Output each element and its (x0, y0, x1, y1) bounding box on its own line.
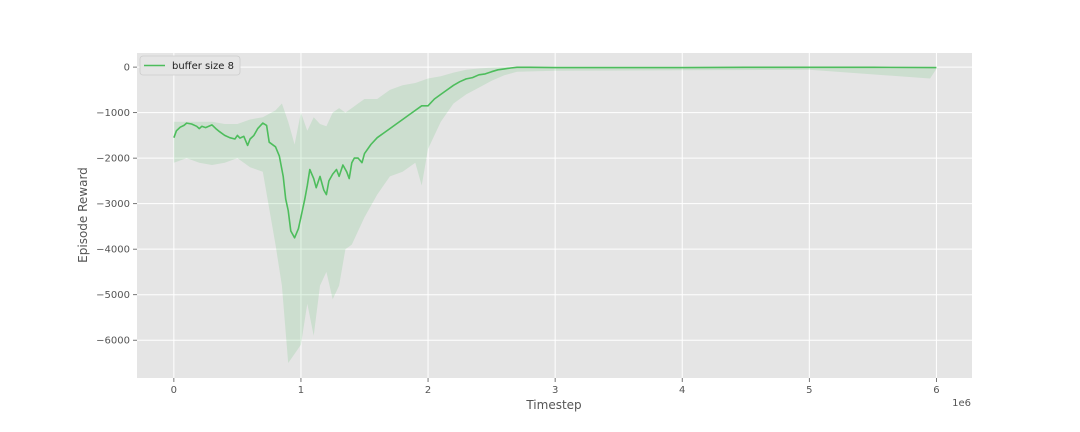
x-axis-offset-label: 1e6 (952, 398, 971, 409)
plot-area (137, 53, 972, 378)
y-tick-label: 0 (124, 63, 130, 74)
grid-lines (137, 53, 972, 378)
y-tick-label: −2000 (96, 154, 130, 165)
x-axis-ticks: 0 1 2 3 4 5 6 (171, 378, 940, 396)
y-tick-label: −6000 (96, 336, 130, 347)
x-tick-label: 0 (171, 385, 177, 396)
x-axis-label: Timestep (525, 398, 581, 412)
legend-label: buffer size 8 (172, 61, 234, 72)
raw-reward-band (173, 67, 937, 363)
y-tick-label: −4000 (96, 245, 130, 256)
x-tick-label: 4 (679, 385, 685, 396)
series-line-buffer-size-8 (173, 66, 937, 239)
legend: buffer size 8 (139, 55, 241, 76)
raw-reward-envelope (173, 67, 937, 363)
x-tick-label: 2 (425, 385, 431, 396)
series-layer (173, 66, 937, 239)
y-axis-label: Episode Reward (76, 167, 90, 263)
x-tick-label: 5 (806, 385, 812, 396)
y-tick-label: −3000 (96, 199, 130, 210)
x-tick-label: 3 (552, 385, 558, 396)
legend-box (139, 55, 241, 76)
x-tick-label: 6 (933, 385, 939, 396)
y-tick-label: −5000 (96, 290, 130, 301)
y-axis-ticks: 0 −1000 −2000 −3000 −4000 −5000 −6000 (96, 63, 137, 347)
x-tick-label: 1 (298, 385, 304, 396)
y-tick-label: −1000 (96, 108, 130, 119)
